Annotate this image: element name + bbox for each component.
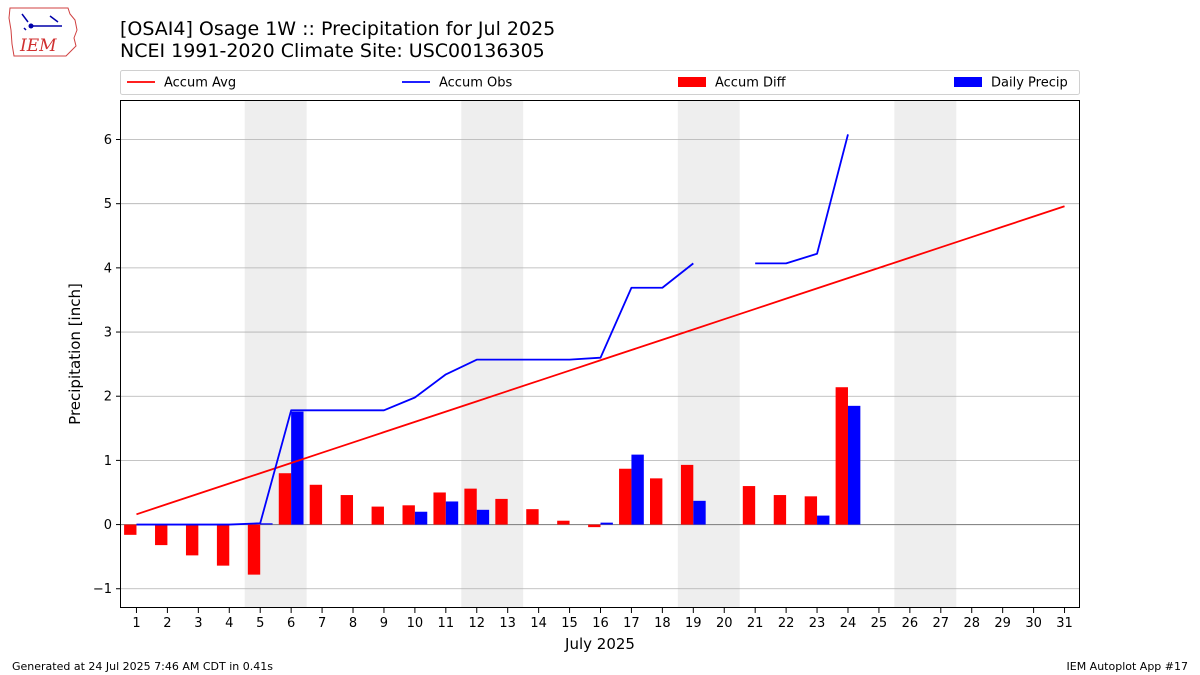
diff-bar [773, 495, 787, 525]
x-tick-label: 17 [623, 616, 640, 631]
x-tick-label: 18 [654, 616, 671, 631]
x-tick-label: 19 [685, 616, 702, 631]
daily-precip-bar [847, 405, 861, 525]
accum-obs-line [755, 134, 849, 265]
x-tick-label: 24 [840, 616, 857, 631]
y-tick-label: 2 [104, 390, 112, 405]
x-tick-label: 29 [994, 616, 1011, 631]
legend: Accum Avg Accum Obs Accum Diff Daily Precip [120, 70, 1080, 95]
y-tick-label: −1 [93, 582, 112, 597]
legend-accum-obs-label: Accum Obs [439, 76, 512, 91]
diff-bar [155, 524, 168, 546]
daily-precip-bar [631, 454, 644, 525]
logo-text: IEM [19, 36, 57, 56]
legend-daily-precip-label: Daily Precip [991, 76, 1068, 91]
plot-frame [120, 100, 1080, 608]
diff-bar [247, 524, 261, 575]
weekend-shade-3 [894, 101, 957, 608]
diff-bar [526, 509, 539, 525]
x-tick-label: 27 [933, 616, 950, 631]
y-tick-label: 4 [104, 261, 112, 276]
daily-precip-bar [260, 523, 273, 525]
diff-bar [402, 505, 415, 525]
vane-center-icon [28, 23, 34, 29]
x-tick-label: 10 [407, 616, 424, 631]
daily-precip-bar [414, 511, 428, 525]
x-axis-label: July 2025 [564, 635, 635, 653]
legend-accum-diff-swatch [678, 77, 706, 87]
diff-bar [742, 486, 756, 525]
x-tick-label: 30 [1025, 616, 1042, 631]
daily-precip-bar [817, 515, 830, 525]
diff-bar [464, 488, 477, 525]
x-tick-label: 4 [225, 616, 233, 631]
diff-bar [557, 520, 570, 525]
x-tick-label: 5 [256, 616, 264, 631]
legend-frame [120, 70, 1080, 95]
y-axis-label: Precipitation [inch] [66, 283, 84, 425]
legend-accum-avg-label: Accum Avg [164, 76, 236, 91]
footer-generated: Generated at 24 Jul 2025 7:46 AM CDT in … [12, 660, 273, 673]
diff-bar [680, 464, 694, 525]
x-tick-label: 20 [716, 616, 733, 631]
legend-daily-precip-swatch [954, 77, 982, 87]
iem-logo: IEM [8, 7, 78, 57]
diff-bar [216, 524, 230, 566]
diff-bar [309, 484, 323, 525]
x-tick-label: 22 [778, 616, 795, 631]
x-tick-label: 8 [349, 616, 357, 631]
x-tick-label: 28 [963, 616, 980, 631]
x-tick-label: 13 [499, 616, 516, 631]
daily-precip-bar [445, 501, 459, 525]
diff-bar [835, 387, 848, 525]
diff-bar [185, 524, 199, 556]
y-tick-label: 3 [104, 326, 112, 341]
accum-obs-line [136, 262, 694, 526]
x-tick-label: 3 [194, 616, 202, 631]
x-tick-label: 26 [902, 616, 919, 631]
x-tick-label: 16 [592, 616, 609, 631]
x-tick-label: 2 [163, 616, 171, 631]
diff-bar [588, 524, 601, 528]
y-tick-label: 0 [104, 518, 112, 533]
diff-bar [340, 495, 354, 525]
weather-vane-icon [21, 13, 62, 31]
x-tick-label: 1 [132, 616, 140, 631]
daily-precip-bar [291, 411, 304, 525]
diff-bar [619, 468, 632, 525]
daily-precip-bar [476, 509, 490, 525]
chart-title: [OSAI4] Osage 1W :: Precipitation for Ju… [120, 18, 555, 40]
x-tick-label: 15 [561, 616, 578, 631]
y-tick-label: 6 [104, 133, 112, 148]
x-tick-label: 11 [438, 616, 455, 631]
y-tick-label: 5 [104, 197, 112, 212]
diff-bar [649, 478, 663, 525]
diff-bar [278, 473, 292, 525]
x-tick-label: 25 [871, 616, 888, 631]
daily-precip-bar [693, 500, 706, 525]
legend-accum-diff-label: Accum Diff [715, 76, 787, 91]
chart-subtitle: NCEI 1991-2020 Climate Site: USC00136305 [120, 40, 545, 62]
x-tick-label: 12 [468, 616, 485, 631]
iowa-outline-icon [8, 7, 78, 57]
x-tick-label: 31 [1056, 616, 1073, 631]
accum-avg-line [136, 205, 1065, 516]
x-tick-label: 9 [380, 616, 388, 631]
diff-bar [495, 498, 508, 525]
x-tick-label: 14 [530, 616, 547, 631]
x-tick-label: 23 [809, 616, 826, 631]
x-tick-label: 21 [747, 616, 764, 631]
diff-bar [804, 496, 818, 525]
y-tick-label: 1 [104, 454, 112, 469]
weekend-shade-1 [461, 101, 524, 608]
daily-precip-bar [600, 522, 613, 525]
diff-bar [124, 524, 137, 535]
diff-bar [371, 506, 384, 525]
footer-app: IEM Autoplot App #17 [1067, 660, 1189, 673]
diff-bar [433, 492, 446, 525]
x-tick-label: 7 [318, 616, 326, 631]
x-tick-label: 6 [287, 616, 295, 631]
weekend-shade-2 [677, 101, 740, 608]
